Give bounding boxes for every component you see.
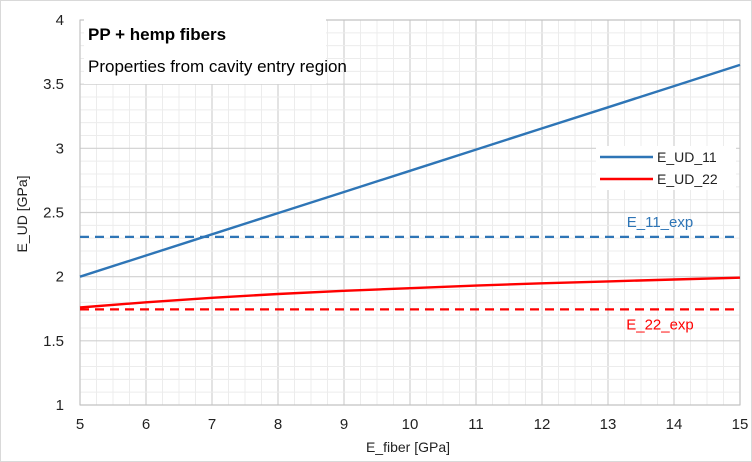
x-tick-label: 10	[402, 416, 419, 433]
x-tick-label: 12	[534, 416, 551, 433]
x-tick-label: 11	[468, 416, 484, 433]
x-tick-label: 15	[732, 416, 749, 433]
reference-line-label: E_22_exp	[626, 316, 694, 333]
plot-area-border	[79, 19, 741, 406]
series-line	[79, 276, 741, 309]
x-tick-label: 13	[600, 416, 617, 433]
x-tick-label: 8	[274, 416, 282, 433]
x-tick-label: 6	[142, 416, 150, 433]
chart-subtitle: Properties from cavity entry region	[88, 57, 347, 76]
title-box	[84, 16, 326, 84]
x-tick-label: 7	[208, 416, 216, 433]
x-tick-label: 14	[666, 416, 683, 433]
y-tick-label: 2.5	[43, 205, 64, 222]
y-axis-ticks: 1 1.5 2 2.5 3 3.5 4	[43, 12, 64, 414]
y-tick-label: 2	[56, 269, 64, 286]
legend: E_UD_11 E_UD_22	[596, 146, 736, 190]
x-axis-ticks: 5 6 7 8 9 10 11 12 13 14 15	[76, 416, 749, 433]
x-axis-title: E_fiber [GPa]	[366, 439, 450, 455]
x-tick-label: 5	[76, 416, 84, 433]
y-tick-label: 4	[56, 12, 64, 29]
y-tick-label: 1	[56, 397, 64, 414]
y-tick-label: 3	[56, 140, 64, 157]
legend-label: E_UD_22	[657, 171, 718, 187]
series-line	[79, 63, 741, 278]
chart-title: PP + hemp fibers	[88, 25, 226, 44]
y-axis-title: E_UD [GPa]	[14, 175, 30, 252]
series-lines	[79, 63, 741, 309]
reference-line-label: E_11_exp	[627, 214, 693, 231]
y-tick-label: 1.5	[43, 333, 64, 350]
legend-label: E_UD_11	[657, 149, 717, 165]
y-tick-label: 3.5	[43, 76, 64, 93]
x-tick-label: 9	[340, 416, 348, 433]
reference-lines: E_11_exp E_22_exp	[80, 214, 740, 333]
legend-background	[596, 146, 736, 190]
